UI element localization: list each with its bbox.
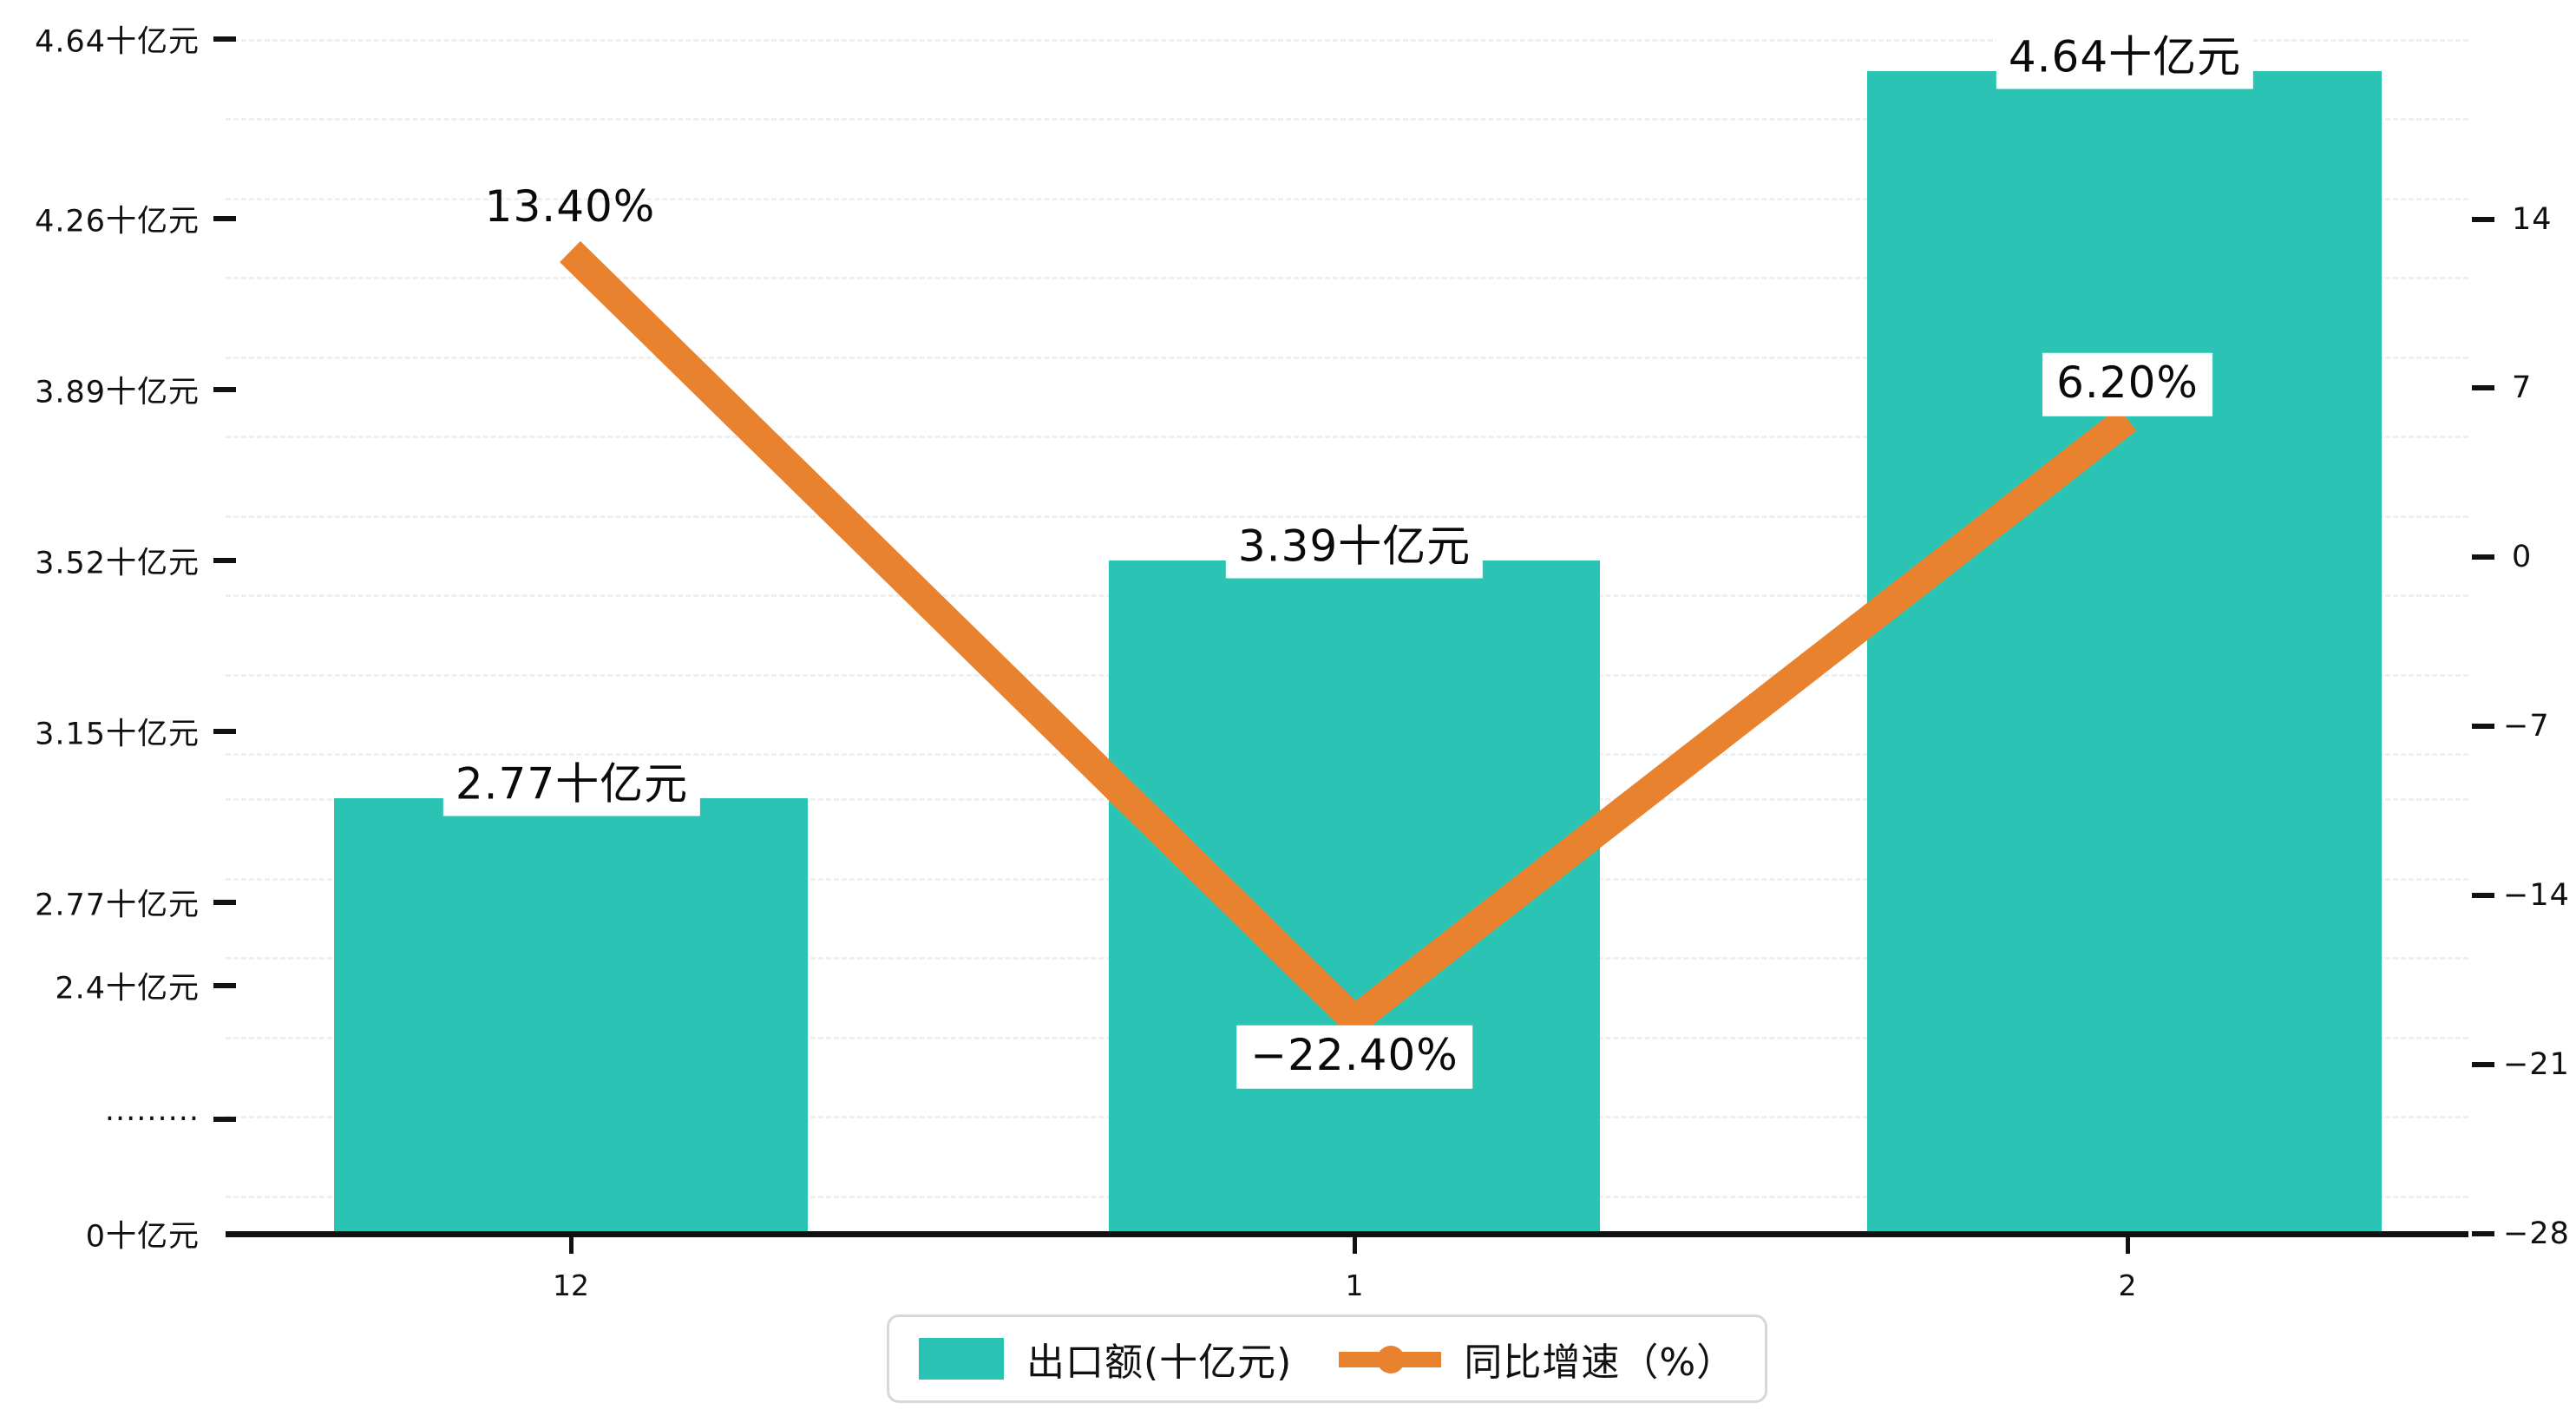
y-tick-label-left: 0十亿元 <box>85 1219 200 1255</box>
bar-value-label-12: 2.77十亿元 <box>442 756 701 816</box>
y-tick-right <box>2472 217 2494 222</box>
y-tick-label-left: 3.89十亿元 <box>35 375 200 410</box>
y-tick-label-right: 0 <box>2512 540 2533 574</box>
y-tick-label-right: 7 <box>2512 370 2533 405</box>
legend-bar-label: 出口额(十亿元) <box>1026 1341 1293 1385</box>
y-tick-right <box>2472 893 2494 898</box>
y-tick-label-left: 3.52十亿元 <box>35 546 200 581</box>
x-tick <box>2126 1235 2130 1254</box>
y-tick-label-right: 14 <box>2512 202 2553 237</box>
bar-value-label-1: 3.39十亿元 <box>1225 518 1484 578</box>
y-tick-left <box>213 983 236 988</box>
y-tick-right <box>2472 724 2494 729</box>
y-tick-label-left: 4.64十亿元 <box>35 24 200 60</box>
y-tick-label-left: 4.26十亿元 <box>35 204 200 239</box>
legend-bar-swatch-icon <box>919 1338 1004 1380</box>
y-tick-label-right: −14 <box>2503 878 2570 913</box>
y-tick-label-right: −28 <box>2503 1216 2570 1251</box>
bar-value-label-2: 4.64十亿元 <box>1996 29 2254 88</box>
y-tick-left <box>213 900 236 905</box>
line-value-label-2: 6.20% <box>2042 352 2212 416</box>
y-tick-left <box>213 36 236 42</box>
y-tick-label-right: −21 <box>2503 1047 2570 1082</box>
x-tick-label: 12 <box>553 1268 589 1302</box>
y-tick-label-left: 2.4十亿元 <box>55 971 200 1006</box>
legend-entry-bar[interactable]: 出口额(十亿元) <box>919 1331 1292 1386</box>
y-tick-right <box>2472 1231 2494 1236</box>
y-tick-label-left: ········· <box>104 1102 200 1137</box>
legend-line-marker-icon <box>1377 1346 1406 1373</box>
y-tick-left <box>213 558 236 563</box>
y-tick-label-left: 3.15十亿元 <box>35 717 200 752</box>
x-tick-label: 1 <box>1345 1268 1364 1302</box>
x-tick-label: 2 <box>2118 1268 2137 1302</box>
legend-line-label: 同比增速（%） <box>1464 1341 1736 1385</box>
y-tick-label-right: −7 <box>2503 709 2550 744</box>
y-tick-left <box>213 216 236 221</box>
y-tick-right <box>2472 554 2494 560</box>
line-value-label-1: −22.40% <box>1236 1025 1472 1089</box>
y-tick-left <box>213 729 236 734</box>
legend-line-swatch-icon <box>1339 1338 1442 1380</box>
y-tick-label-left: 2.77十亿元 <box>35 888 200 923</box>
y-tick-left <box>213 1117 236 1122</box>
legend-entry-line[interactable]: 同比增速（%） <box>1339 1331 1735 1386</box>
line-value-label-12: 13.40% <box>484 180 656 232</box>
x-tick <box>1353 1235 1357 1254</box>
x-axis-line <box>226 1231 2468 1237</box>
y-tick-right <box>2472 1062 2494 1067</box>
y-tick-right <box>2472 385 2494 390</box>
y-tick-left <box>213 387 236 392</box>
x-tick <box>569 1235 574 1254</box>
bar-1[interactable] <box>1109 560 1600 1234</box>
chart-legend[interactable]: 出口额(十亿元) 同比增速（%） <box>887 1314 1768 1403</box>
bar-2[interactable] <box>1867 71 2382 1234</box>
bar-12[interactable] <box>334 798 808 1234</box>
